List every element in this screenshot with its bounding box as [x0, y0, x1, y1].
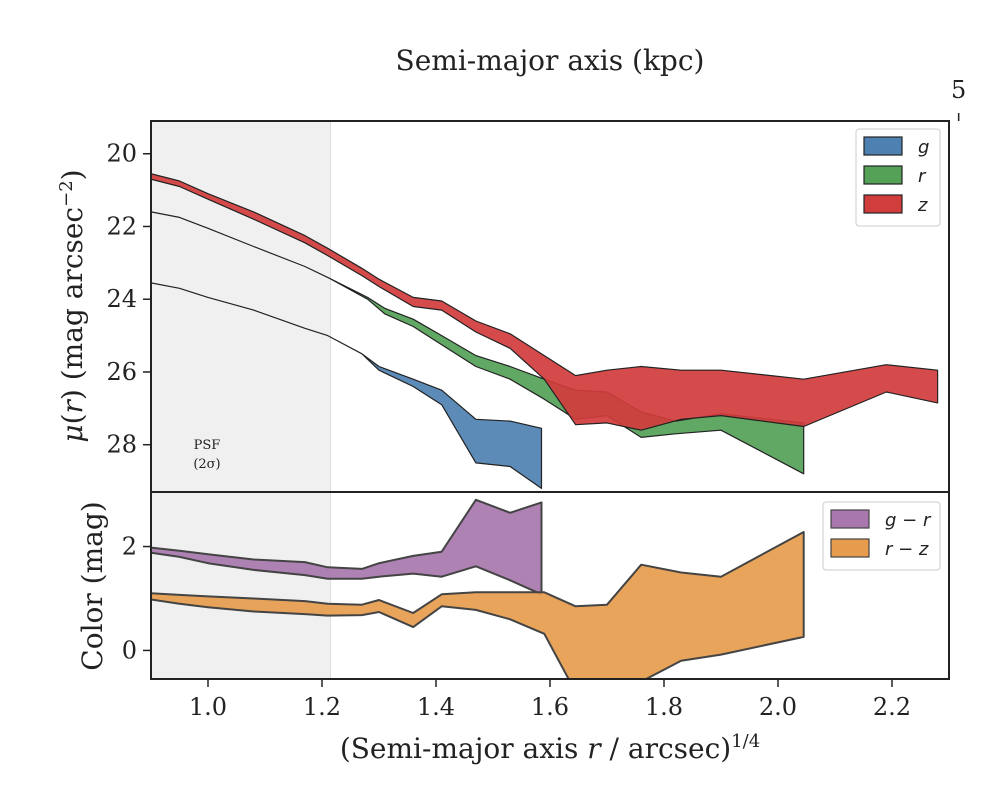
bottom-series-layer [151, 498, 805, 679]
top-x-tick-label: 5 [951, 76, 966, 104]
legend-swatch [863, 165, 903, 185]
legend-label: g − r [885, 510, 932, 531]
top-tick-layer: 202224262851020305075100 [106, 76, 966, 459]
legend-label: g [918, 137, 929, 158]
y-tick-label: 26 [106, 358, 137, 386]
legend-swatch [863, 194, 903, 214]
legend-swatch [830, 538, 870, 558]
bottom-tick-layer: 0 2 1.0 1.2 1.4 1.6 1.8 2.0 2.2 [122, 533, 911, 721]
top-legend: grz [855, 128, 941, 227]
legend-swatch [863, 136, 903, 156]
band-z [151, 173, 939, 431]
x-tick-label: 1.8 [645, 693, 683, 721]
bottom-y-axis-label: Color (mag) [76, 501, 109, 670]
band-g [151, 282, 543, 489]
y-tick-label: 20 [106, 140, 137, 168]
top-series-layer [151, 173, 939, 489]
psf-sigma-label: (2σ) [193, 457, 220, 472]
x-tick-label: 1.4 [417, 693, 455, 721]
band-r [151, 211, 805, 475]
y-tick-label: 22 [106, 212, 137, 240]
y-tick-label: 24 [106, 285, 137, 313]
legend-label: z [917, 195, 928, 216]
plot-frame [150, 120, 950, 680]
x-tick-label: 1.0 [189, 693, 227, 721]
top-axis-label: Semi-major axis (kpc) [396, 44, 705, 77]
top-panel: 202224262851020305075100 PSF (2σ) grz [106, 76, 966, 492]
legend-label: r [918, 166, 927, 187]
x-tick-label: 1.6 [531, 693, 569, 721]
y-tick-label: 28 [106, 431, 137, 459]
x-tick-label: 1.2 [303, 693, 341, 721]
x-tick-label: 2.0 [759, 693, 797, 721]
legend-label: r − z [885, 539, 929, 560]
bottom-legend: g − r r − z [822, 501, 941, 571]
psf-label: PSF [194, 438, 221, 453]
y-tick-label: 0 [122, 636, 137, 664]
x-axis-label: (Semi-major axis r / arcsec)1/4 [340, 731, 760, 765]
y-tick-label: 2 [122, 533, 137, 561]
x-tick-label: 2.2 [873, 693, 911, 721]
band-rz [151, 531, 805, 679]
top-y-axis-label: μ(r) (mag arcsec−2) [56, 169, 89, 442]
bottom-panel: 0 2 1.0 1.2 1.4 1.6 1.8 2.0 2.2 g − r r − z [122, 492, 941, 721]
bottom-psf-region [151, 492, 331, 679]
legend-swatch [830, 509, 870, 529]
